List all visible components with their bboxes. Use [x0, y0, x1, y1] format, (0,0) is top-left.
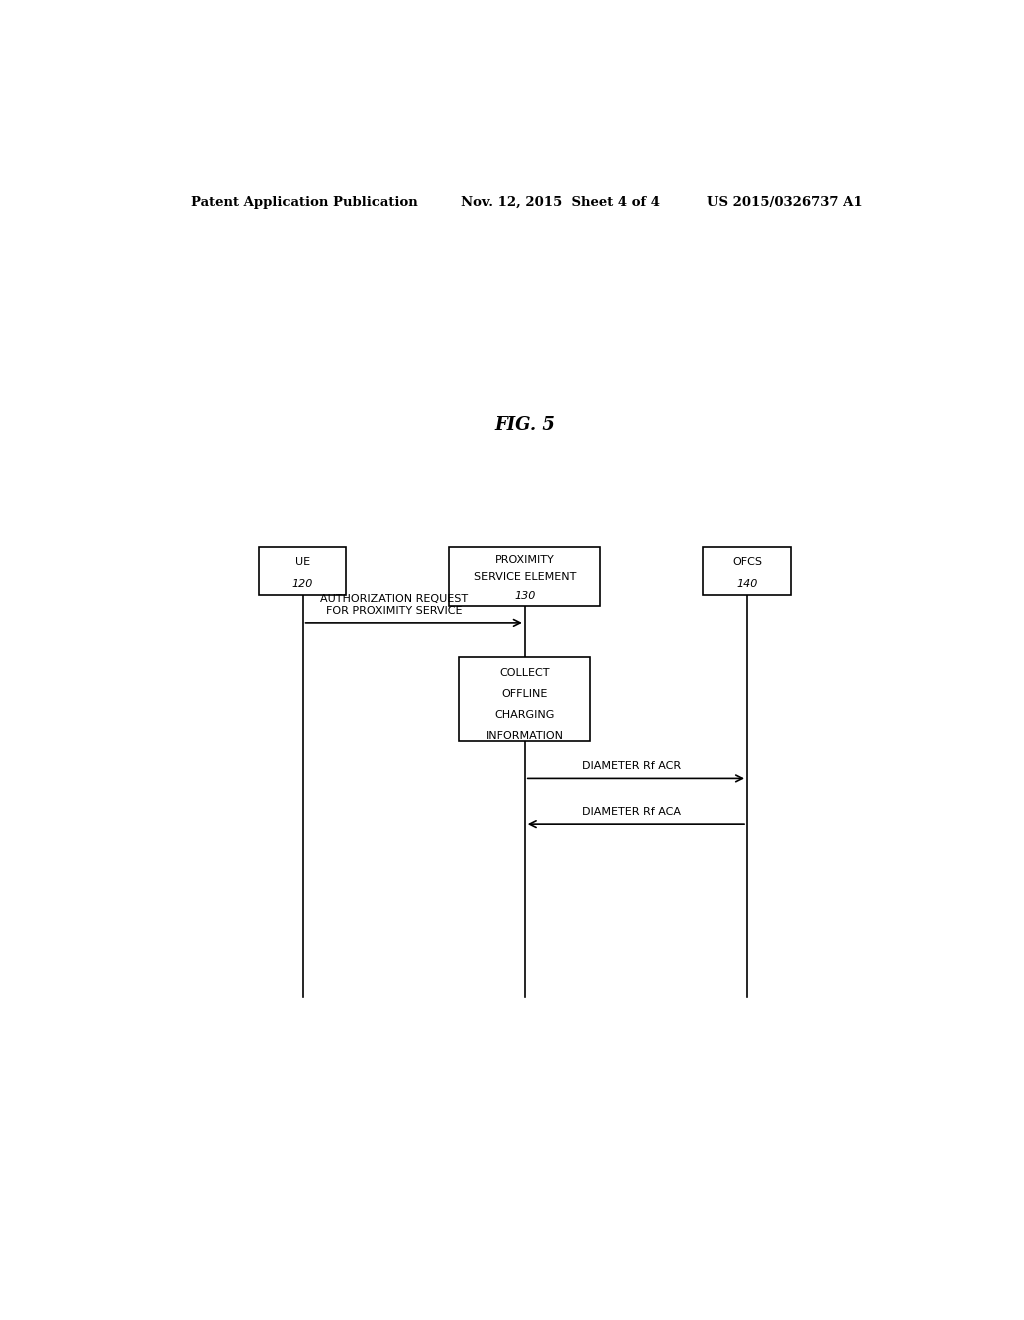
- Text: PROXIMITY: PROXIMITY: [495, 556, 555, 565]
- Text: INFORMATION: INFORMATION: [485, 730, 564, 741]
- Text: SERVICE ELEMENT: SERVICE ELEMENT: [474, 572, 575, 582]
- Text: DIAMETER Rf ACA: DIAMETER Rf ACA: [583, 807, 681, 817]
- Text: COLLECT: COLLECT: [500, 668, 550, 678]
- Text: 130: 130: [514, 590, 536, 601]
- FancyBboxPatch shape: [259, 546, 346, 595]
- FancyBboxPatch shape: [460, 657, 590, 741]
- Text: 140: 140: [736, 578, 758, 589]
- Text: DIAMETER Rf ACR: DIAMETER Rf ACR: [583, 762, 682, 771]
- Text: OFFLINE: OFFLINE: [502, 689, 548, 698]
- FancyBboxPatch shape: [703, 546, 791, 595]
- Text: FIG. 5: FIG. 5: [495, 416, 555, 434]
- FancyBboxPatch shape: [450, 546, 600, 606]
- Text: UE: UE: [295, 557, 310, 568]
- Text: AUTHORIZATION REQUEST
FOR PROXIMITY SERVICE: AUTHORIZATION REQUEST FOR PROXIMITY SERV…: [319, 594, 468, 615]
- Text: OFCS: OFCS: [732, 557, 762, 568]
- Text: US 2015/0326737 A1: US 2015/0326737 A1: [708, 195, 863, 209]
- Text: CHARGING: CHARGING: [495, 710, 555, 719]
- Text: Nov. 12, 2015  Sheet 4 of 4: Nov. 12, 2015 Sheet 4 of 4: [461, 195, 660, 209]
- Text: Patent Application Publication: Patent Application Publication: [191, 195, 418, 209]
- Text: 120: 120: [292, 578, 313, 589]
